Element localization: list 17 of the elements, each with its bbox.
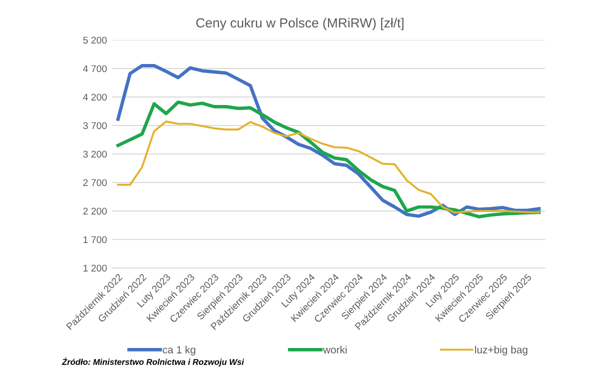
legend-label: ca 1 kg <box>162 346 196 356</box>
y-tick-label: 4 200 <box>83 94 107 101</box>
chart-title: Ceny cukru w Polsce (MRiRW) [zł/t] <box>196 18 404 30</box>
y-tick-label: 3 700 <box>83 122 107 130</box>
y-tick-label: 3 200 <box>83 150 107 158</box>
y-tick-label: 1 200 <box>84 264 107 272</box>
y-tick-label: 5 200 <box>83 36 107 44</box>
line-series <box>117 120 540 214</box>
legend-label: worki <box>323 346 347 354</box>
y-tick-label: 4 700 <box>83 65 107 72</box>
line-series <box>116 64 541 218</box>
y-tick-label: 2 200 <box>83 208 107 215</box>
y-tick-label: 1 700 <box>84 236 107 244</box>
text: Źródło: Ministerstwo Rolnictwa i Rozwoju Wsi <box>62 357 244 367</box>
y-tick-label: 2 700 <box>83 179 107 186</box>
line-series <box>116 100 541 218</box>
legend-label: luz+big bag <box>475 346 528 356</box>
